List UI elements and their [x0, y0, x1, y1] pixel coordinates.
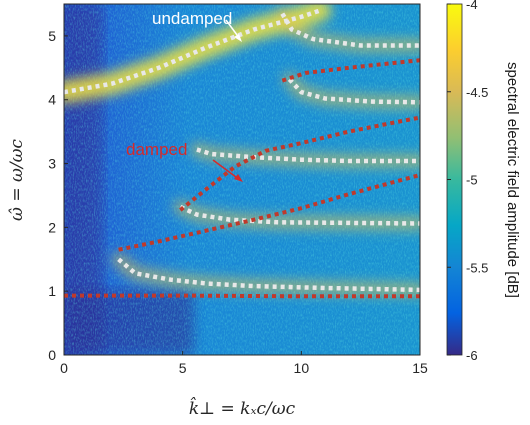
undamped-arrowhead	[234, 34, 242, 42]
dispersion-curves	[64, 8, 420, 299]
colorbar-tick-label: -6	[466, 348, 478, 363]
plot-frame	[63, 3, 421, 356]
colorbar-tick-label: -4.5	[466, 85, 488, 100]
x-tick-label: 5	[179, 360, 187, 376]
heatmap-noise	[64, 4, 420, 355]
undamped-mode-curve	[287, 77, 420, 105]
y-tick-label: 0	[48, 347, 56, 363]
y-tick-label: 3	[48, 156, 56, 172]
y-axis: 0 1 2 3 4 5	[48, 28, 68, 363]
y-tick-label: 2	[48, 219, 56, 235]
undamped-annotation: undamped	[152, 9, 232, 28]
undamped-mode-curve	[64, 8, 322, 95]
undamped-mode-curve	[196, 147, 420, 164]
y-axis-label: ω̂ = ω/ωc	[7, 139, 27, 221]
damped-mode-curve	[179, 115, 420, 212]
undamped-mode-curve	[280, 12, 420, 48]
colorbar: -6 -5.5 -5 -4.5 -4 spectral electric field a…	[446, 0, 521, 363]
colorbar-tick-label: -4	[466, 0, 478, 12]
x-tick-label: 15	[412, 360, 428, 376]
colorbar-label: spectral electric field amplitude [dB]	[504, 62, 521, 298]
x-tick-label: 10	[294, 360, 310, 376]
damped-mode-curve	[118, 173, 420, 252]
x-axis-label: k̂⊥ = kₓc/ωc	[189, 397, 296, 419]
y-tick-label: 5	[48, 28, 56, 44]
damped-arrow	[212, 159, 241, 181]
y-tick-label: 1	[48, 283, 56, 299]
x-tick-label: 0	[60, 360, 68, 376]
colorbar-tick-label: -5	[466, 173, 478, 188]
damped-mode-curve	[281, 58, 420, 83]
damped-arrowhead	[234, 174, 243, 182]
undamped-mode-glow	[111, 252, 420, 297]
y-tick-label: 4	[48, 92, 56, 108]
heatmap-area	[64, 4, 420, 355]
colorbar-tick-label: -5.5	[466, 260, 488, 275]
x-axis: 0 5 10 15	[60, 351, 428, 376]
colorbar-ticks: -6 -5.5 -5 -4.5 -4	[447, 0, 488, 363]
damped-annotation: damped	[126, 140, 187, 159]
damped-mode-curve	[64, 293, 420, 299]
